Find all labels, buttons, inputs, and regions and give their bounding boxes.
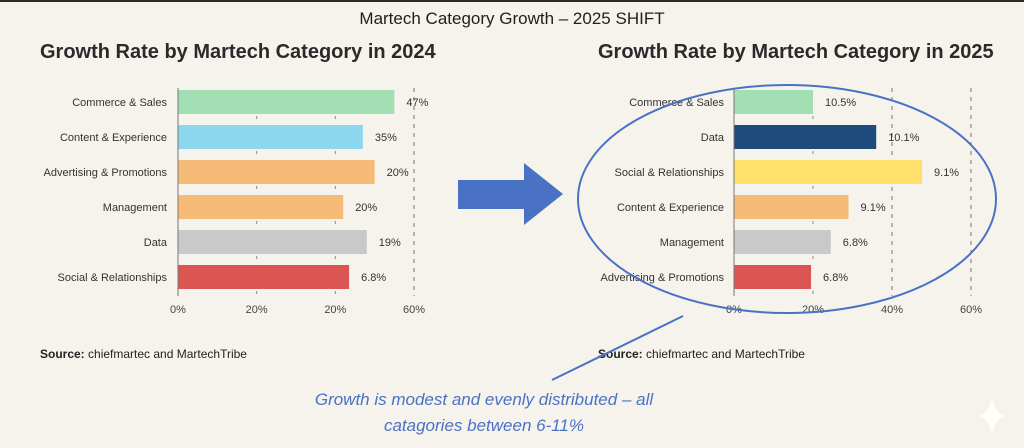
data-label: 6.8% xyxy=(823,272,848,284)
data-label: 35% xyxy=(375,132,397,144)
bar xyxy=(178,160,375,184)
data-label: 6.8% xyxy=(361,272,386,284)
source-label: Source: xyxy=(40,347,85,361)
x-tick-label: 20% xyxy=(324,304,346,316)
data-label: 20% xyxy=(355,202,377,214)
category-label: Advertising & Promotions xyxy=(44,167,168,179)
sparkle-icon xyxy=(980,396,1004,436)
data-label: 10.5% xyxy=(825,97,856,109)
category-label: Content & Experience xyxy=(60,132,167,144)
bar xyxy=(734,90,813,114)
x-tick-label: 60% xyxy=(403,304,425,316)
source-note: Source: chiefmartec and MartechTribe xyxy=(40,347,247,361)
bar xyxy=(734,125,877,149)
category-label: Content & Experience xyxy=(617,202,724,214)
data-label: 6.8% xyxy=(843,237,868,249)
category-label: Data xyxy=(144,237,168,249)
category-label: Social & Relationships xyxy=(615,167,725,179)
x-tick-label: 20% xyxy=(802,304,824,316)
callout-line-1: Growth is modest and evenly distributed … xyxy=(315,390,655,409)
highlight-ellipse xyxy=(577,84,997,314)
chart-title: Growth Rate by Martech Category in 2024 xyxy=(40,41,437,63)
source-text: chiefmartec and MartechTribe xyxy=(646,347,805,361)
data-label: 10.1% xyxy=(888,132,919,144)
bar xyxy=(178,90,395,114)
data-label: 19% xyxy=(379,237,401,249)
x-tick-label: 20% xyxy=(246,304,268,316)
source-text: chiefmartec and MartechTribe xyxy=(88,347,247,361)
category-label: Data xyxy=(701,132,725,144)
bar xyxy=(734,230,831,254)
bar xyxy=(178,195,344,219)
category-label: Social & Relationships xyxy=(58,272,168,284)
source-label: Source: xyxy=(598,347,643,361)
source-note: Source: chiefmartec and MartechTribe xyxy=(598,347,805,361)
category-label: Commerce & Sales xyxy=(72,97,167,109)
top-border xyxy=(0,0,1024,2)
bar xyxy=(734,160,923,184)
x-tick-label: 60% xyxy=(960,304,982,316)
callout-line-2: catagories between 6-11% xyxy=(384,416,584,435)
category-label: Management xyxy=(103,202,167,214)
chart-title: Growth Rate by Martech Category in 2025 xyxy=(598,41,994,63)
bar xyxy=(178,265,350,289)
x-tick-label: 0% xyxy=(170,304,186,316)
callout-pointer xyxy=(551,315,684,381)
category-label: Management xyxy=(660,237,724,249)
bar xyxy=(178,125,363,149)
data-label: 9.1% xyxy=(861,202,886,214)
category-label: Advertising & Promotions xyxy=(601,272,725,284)
data-label: 9.1% xyxy=(934,167,959,179)
data-label: 47% xyxy=(406,97,428,109)
data-label: 20% xyxy=(387,167,409,179)
bar xyxy=(178,230,367,254)
main-title: Martech Category Growth – 2025 SHIFT xyxy=(359,9,664,28)
x-tick-label: 40% xyxy=(881,304,903,316)
bar xyxy=(734,195,849,219)
chart-2024: Growth Rate by Martech Category in 2024 0… xyxy=(40,41,437,361)
chart-2025: Growth Rate by Martech Category in 20250… xyxy=(598,41,994,361)
right-arrow-icon xyxy=(458,163,563,225)
bar xyxy=(734,265,812,289)
